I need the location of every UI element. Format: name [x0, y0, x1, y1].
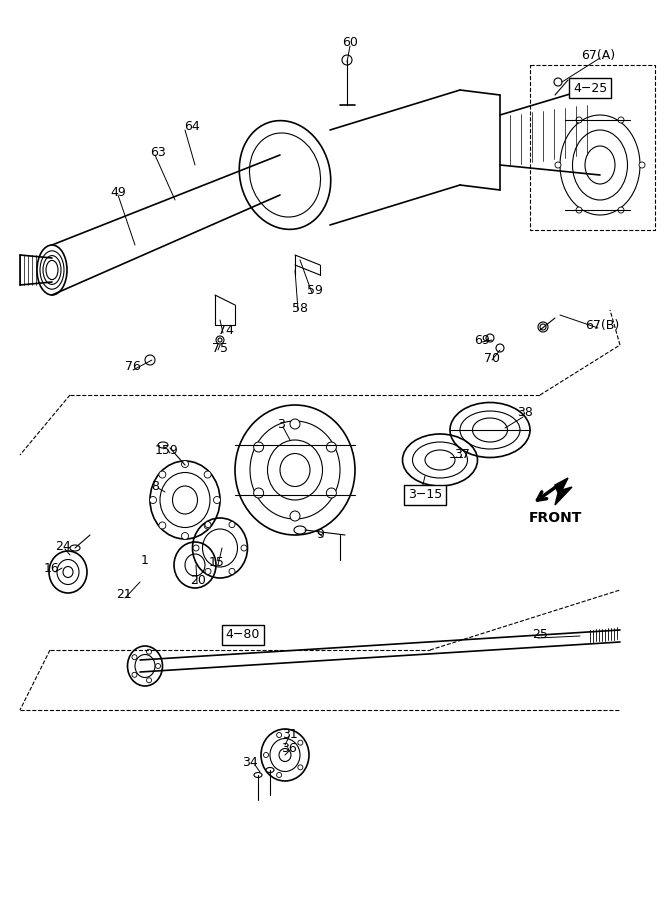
- Text: 34: 34: [242, 757, 258, 770]
- Ellipse shape: [294, 526, 306, 534]
- Text: 38: 38: [517, 407, 533, 419]
- Circle shape: [576, 117, 582, 123]
- Circle shape: [205, 569, 211, 574]
- Circle shape: [205, 522, 211, 527]
- Text: 159: 159: [155, 444, 179, 456]
- Circle shape: [326, 488, 336, 498]
- Circle shape: [216, 336, 224, 344]
- Text: 74: 74: [218, 323, 234, 337]
- Text: 70: 70: [484, 352, 500, 365]
- Circle shape: [342, 55, 352, 65]
- Circle shape: [554, 78, 562, 86]
- Text: 67(A): 67(A): [581, 49, 615, 61]
- Circle shape: [298, 765, 303, 770]
- Text: 3−15: 3−15: [408, 489, 442, 501]
- Text: 8: 8: [151, 481, 159, 493]
- Text: 37: 37: [454, 448, 470, 462]
- Text: 24: 24: [55, 539, 71, 553]
- Circle shape: [204, 471, 211, 478]
- Text: 31: 31: [282, 727, 298, 741]
- Circle shape: [618, 117, 624, 123]
- Circle shape: [253, 488, 263, 498]
- Circle shape: [496, 344, 504, 352]
- Circle shape: [147, 678, 151, 683]
- Circle shape: [193, 545, 199, 551]
- Circle shape: [290, 419, 300, 429]
- Text: 67(B): 67(B): [585, 319, 619, 331]
- Text: 36: 36: [281, 742, 297, 754]
- Text: 4−80: 4−80: [226, 628, 260, 642]
- Text: 1: 1: [141, 554, 149, 566]
- Text: 15: 15: [209, 556, 225, 570]
- Circle shape: [538, 322, 548, 332]
- Text: 16: 16: [44, 562, 60, 575]
- Circle shape: [639, 162, 645, 168]
- Circle shape: [181, 461, 189, 467]
- Circle shape: [229, 569, 235, 574]
- Circle shape: [576, 207, 582, 213]
- Text: 76: 76: [125, 361, 141, 374]
- Circle shape: [204, 522, 211, 529]
- Ellipse shape: [266, 768, 274, 772]
- Circle shape: [241, 545, 247, 551]
- Text: 49: 49: [110, 186, 126, 200]
- Text: 64: 64: [184, 121, 200, 133]
- Circle shape: [132, 672, 137, 678]
- Circle shape: [149, 497, 157, 503]
- Circle shape: [263, 752, 269, 758]
- Ellipse shape: [158, 442, 168, 448]
- Text: 59: 59: [307, 284, 323, 296]
- Text: 63: 63: [150, 146, 166, 158]
- Text: 75: 75: [212, 341, 228, 355]
- Circle shape: [618, 207, 624, 213]
- Text: 4−25: 4−25: [573, 82, 607, 94]
- Text: 69: 69: [474, 334, 490, 346]
- Circle shape: [326, 442, 336, 452]
- Text: 21: 21: [116, 589, 132, 601]
- Text: 20: 20: [190, 573, 206, 587]
- Circle shape: [159, 471, 166, 478]
- Circle shape: [145, 355, 155, 365]
- Text: 58: 58: [292, 302, 308, 314]
- Text: 60: 60: [342, 37, 358, 50]
- Text: 25: 25: [532, 628, 548, 642]
- Circle shape: [181, 533, 189, 539]
- Text: 3: 3: [277, 418, 285, 430]
- Circle shape: [277, 733, 281, 737]
- Circle shape: [213, 497, 221, 503]
- Circle shape: [486, 334, 494, 342]
- Circle shape: [298, 740, 303, 745]
- Text: FRONT: FRONT: [528, 511, 582, 525]
- Ellipse shape: [70, 545, 80, 551]
- Polygon shape: [555, 478, 572, 505]
- Circle shape: [147, 649, 151, 654]
- Circle shape: [159, 522, 166, 529]
- Circle shape: [132, 654, 137, 660]
- Circle shape: [155, 663, 161, 669]
- Circle shape: [290, 511, 300, 521]
- Circle shape: [229, 522, 235, 527]
- Text: 9: 9: [316, 527, 324, 541]
- Circle shape: [277, 772, 281, 778]
- Ellipse shape: [254, 772, 262, 778]
- Circle shape: [253, 442, 263, 452]
- Circle shape: [555, 162, 561, 168]
